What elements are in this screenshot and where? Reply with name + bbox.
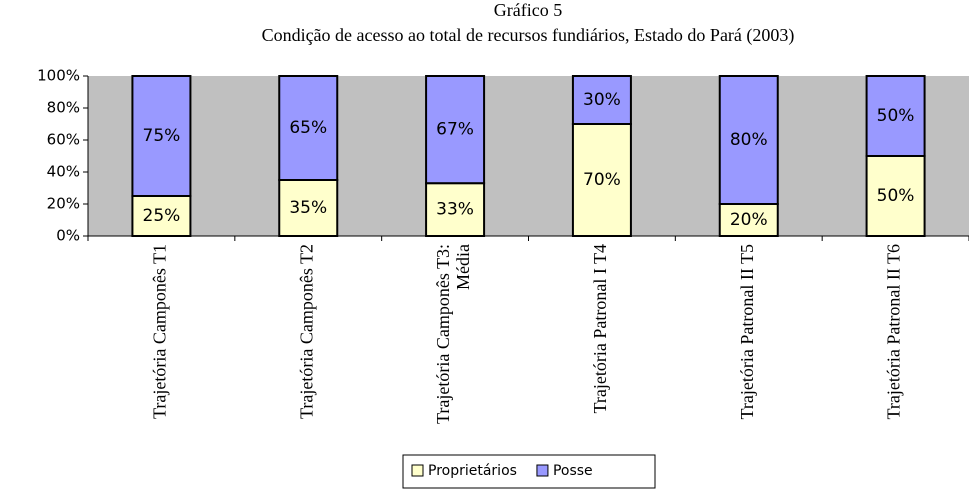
- x-tick-label: Trajetória Camponês T3:Média: [433, 244, 473, 424]
- x-tick-label: Trajetória Patronal II T5: [737, 244, 757, 419]
- value-label: 35%: [289, 198, 327, 218]
- legend-label: Posse: [553, 463, 593, 479]
- value-label: 50%: [877, 186, 915, 206]
- y-tick-label: 40%: [47, 163, 80, 181]
- value-label: 67%: [436, 120, 474, 140]
- legend-swatch: [536, 464, 549, 477]
- chart-title: Gráfico 5: [494, 0, 562, 20]
- value-label: 80%: [730, 130, 768, 150]
- value-label: 70%: [583, 170, 621, 190]
- y-tick-label: 100%: [37, 67, 80, 85]
- bar-segment: [865, 75, 926, 157]
- bar-segment: [425, 75, 486, 185]
- y-tick-label: 60%: [47, 131, 80, 149]
- legend-box: [402, 454, 656, 489]
- bar-segment: [718, 75, 779, 205]
- value-label: 20%: [730, 210, 768, 230]
- bar-segment: [571, 123, 632, 237]
- chart-subtitle: Condição de acesso ao total de recursos …: [262, 25, 795, 46]
- value-label: 50%: [877, 106, 915, 126]
- y-tick-label: 80%: [47, 99, 80, 117]
- legend-swatch: [411, 464, 424, 477]
- bar-segment: [278, 75, 339, 181]
- legend-label: Proprietários: [428, 463, 517, 479]
- value-label: 25%: [143, 206, 181, 226]
- x-tick-label: Trajetória Camponês T2: [296, 244, 316, 419]
- legend: Proprietários Posse: [402, 454, 656, 489]
- value-label: 33%: [436, 200, 474, 220]
- bar-segment: [131, 75, 192, 197]
- bar-segment: [425, 182, 486, 237]
- x-tick-label: Trajetória Camponês T1: [150, 244, 170, 419]
- plot-area: [88, 76, 969, 236]
- value-label: 30%: [583, 90, 621, 110]
- bar-segment: [571, 75, 632, 125]
- y-tick-label: 0%: [56, 227, 80, 245]
- x-tick-label: Trajetória Patronal II T6: [884, 244, 904, 419]
- x-tick-label: Trajetória Patronal I T4: [590, 244, 610, 413]
- value-label: 75%: [143, 126, 181, 146]
- bar-segment: [278, 179, 339, 237]
- value-label: 65%: [289, 118, 327, 138]
- y-tick-label: 20%: [47, 195, 80, 213]
